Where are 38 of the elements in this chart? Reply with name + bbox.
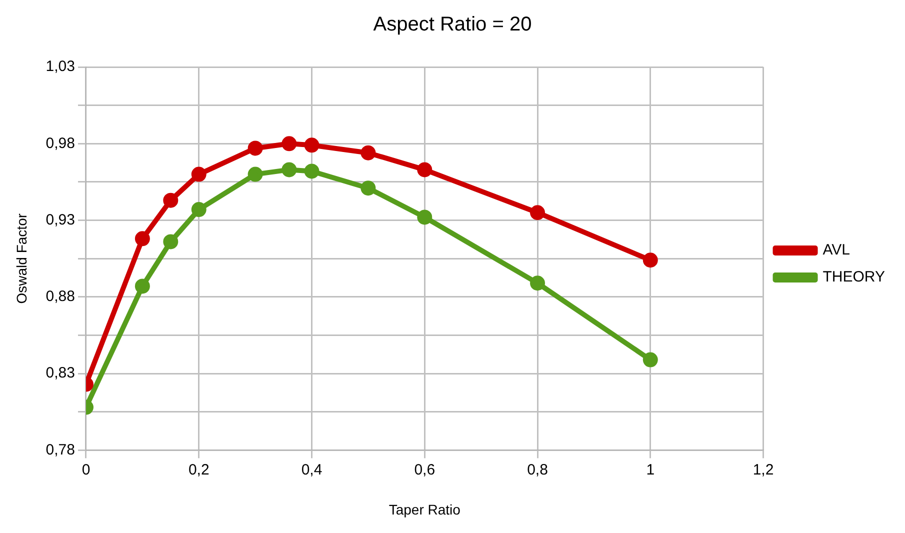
point <box>642 252 658 268</box>
point <box>248 140 263 156</box>
point <box>282 162 297 178</box>
point <box>417 210 432 225</box>
point <box>282 136 297 152</box>
point <box>304 138 320 153</box>
x-tick-label: 1,2 <box>752 461 774 478</box>
legend-label: AVL <box>822 242 850 259</box>
x-tick-label: 0,6 <box>414 461 436 478</box>
y-axis-title: Oswald Factor <box>13 213 30 304</box>
x-axis-title: Taper Ratio <box>388 501 461 518</box>
point <box>191 202 206 218</box>
point <box>134 278 150 294</box>
x-tick-label: 0,8 <box>527 461 548 478</box>
y-tick-label: 0,93 <box>46 211 75 228</box>
legend-label: THEORY <box>822 268 885 286</box>
x-tick-label: 0 <box>82 461 90 478</box>
x-tick-label: 1 <box>646 461 655 478</box>
point <box>530 276 546 291</box>
y-tick-label: 0,98 <box>46 134 75 152</box>
point <box>134 231 150 246</box>
point <box>191 166 206 182</box>
point <box>417 162 432 178</box>
y-tick-label: 0,88 <box>46 288 75 306</box>
chart-title: Aspect Ratio = 20 <box>373 14 532 36</box>
point <box>304 164 320 179</box>
y-tick-label: 0,83 <box>46 364 75 382</box>
x-tick-label: 0,2 <box>188 461 210 478</box>
point <box>163 234 178 250</box>
point <box>530 205 546 220</box>
point <box>360 180 376 196</box>
y-tick-label: 1,03 <box>46 58 75 76</box>
point <box>642 352 658 368</box>
point <box>248 166 263 182</box>
point <box>163 192 178 208</box>
y-tick-label: 0,78 <box>46 441 75 458</box>
point <box>360 145 376 160</box>
x-tick-label: 0,4 <box>301 461 322 478</box>
